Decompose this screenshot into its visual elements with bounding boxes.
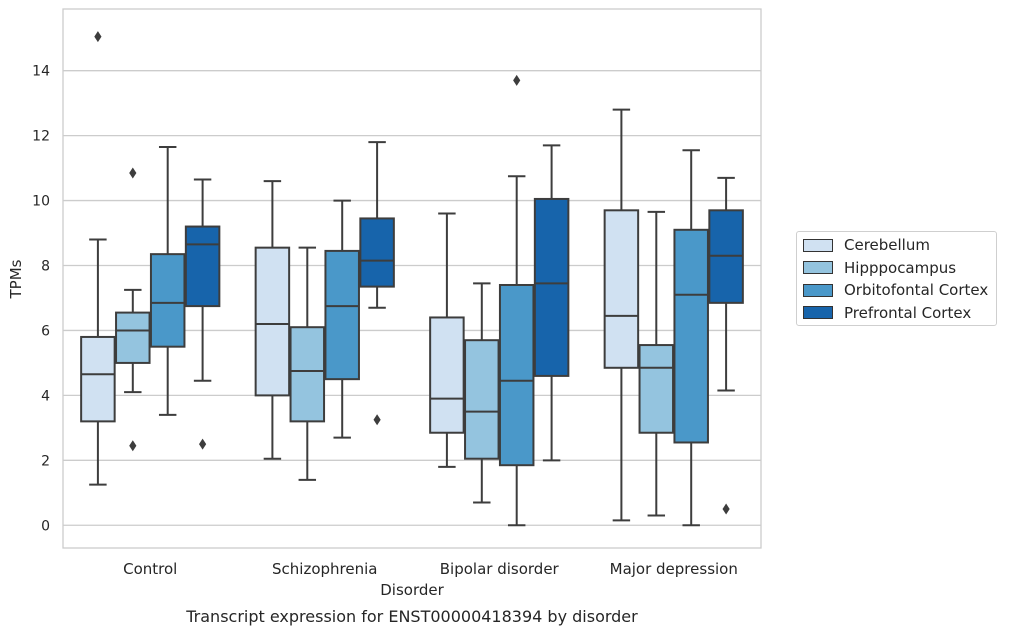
box-3-1	[638, 210, 675, 517]
legend-item: Hipppocampus	[803, 258, 956, 278]
outlier-point	[129, 167, 137, 179]
box-iqr	[464, 339, 500, 460]
legend-label: Prefrontal Cortex	[844, 303, 972, 322]
box-2-3	[533, 144, 570, 462]
y-tick-label: 6	[41, 323, 50, 339]
box-iqr	[638, 344, 675, 434]
box-3-2	[673, 149, 709, 527]
y-tick-label: 4	[41, 388, 50, 404]
box-iqr	[673, 228, 709, 444]
y-axis-ticks: 0 2 4 6 8 10 12 14	[32, 64, 50, 535]
box-1-1	[289, 246, 326, 481]
legend-item: Orbitofontal Cortex	[803, 280, 988, 300]
box-0-3	[184, 178, 221, 450]
box-1-3	[359, 141, 395, 426]
box-2-2	[498, 74, 535, 527]
box-2-1	[464, 282, 500, 504]
box-2-0	[429, 212, 465, 468]
box-3-3	[708, 176, 744, 515]
outlier-point	[373, 414, 381, 426]
outlier-point	[94, 31, 102, 43]
box-iqr	[533, 197, 570, 377]
legend-swatch	[803, 306, 833, 319]
legend-item: Cerebellum	[803, 235, 930, 255]
legend-label: Cerebellum	[844, 236, 930, 254]
outlier-point	[722, 503, 730, 515]
x-axis-ticks: Control Schizophrenia Bipolar disorder Majo…	[123, 560, 738, 578]
y-tick-label: 10	[32, 194, 50, 210]
box-iqr	[324, 249, 360, 381]
x-tick-label: Bipolar disorder	[440, 560, 560, 578]
box-1-2	[324, 199, 360, 439]
box-iqr	[359, 217, 395, 288]
box-iqr	[184, 225, 221, 308]
y-tick-label: 14	[32, 64, 50, 80]
legend: Cerebellum Hipppocampus Orbitofontal Corte…	[796, 231, 997, 326]
box-iqr	[80, 335, 116, 423]
box-iqr	[498, 283, 535, 467]
box-iqr	[429, 316, 465, 434]
y-tick-label: 2	[41, 453, 50, 469]
box-iqr	[149, 253, 186, 348]
outlier-point	[199, 438, 207, 450]
box-1-0	[254, 180, 291, 460]
outlier-point	[513, 74, 521, 86]
legend-label: Hipppocampus	[844, 258, 957, 277]
x-axis-label: Disorder	[380, 581, 444, 599]
chart-title: Transcript expression for ENST0000041839…	[185, 607, 638, 626]
x-tick-label: Major depression	[610, 560, 738, 578]
box-0-2	[149, 145, 186, 416]
legend-swatch	[803, 238, 833, 252]
legend-swatch	[803, 261, 833, 274]
box-iqr	[254, 246, 291, 397]
y-tick-label: 0	[41, 518, 50, 534]
boxes	[80, 31, 744, 527]
legend-swatch	[803, 283, 833, 297]
box-3-0	[603, 108, 640, 522]
box-iqr	[603, 209, 640, 369]
box-0-1	[115, 167, 151, 452]
box-iqr	[289, 326, 326, 423]
box-iqr	[115, 311, 151, 364]
outlier-point	[129, 440, 137, 452]
y-tick-label: 8	[41, 259, 50, 275]
y-tick-label: 12	[32, 129, 50, 145]
y-axis-label: TPMs	[7, 259, 25, 299]
legend-label: Orbitofontal Cortex	[844, 281, 989, 299]
x-tick-label: Schizophrenia	[272, 560, 377, 578]
x-tick-label: Control	[123, 560, 177, 578]
plot-frame	[62, 8, 762, 549]
box-0-0	[80, 31, 116, 486]
legend-item: Prefrontal Cortex	[803, 303, 971, 323]
